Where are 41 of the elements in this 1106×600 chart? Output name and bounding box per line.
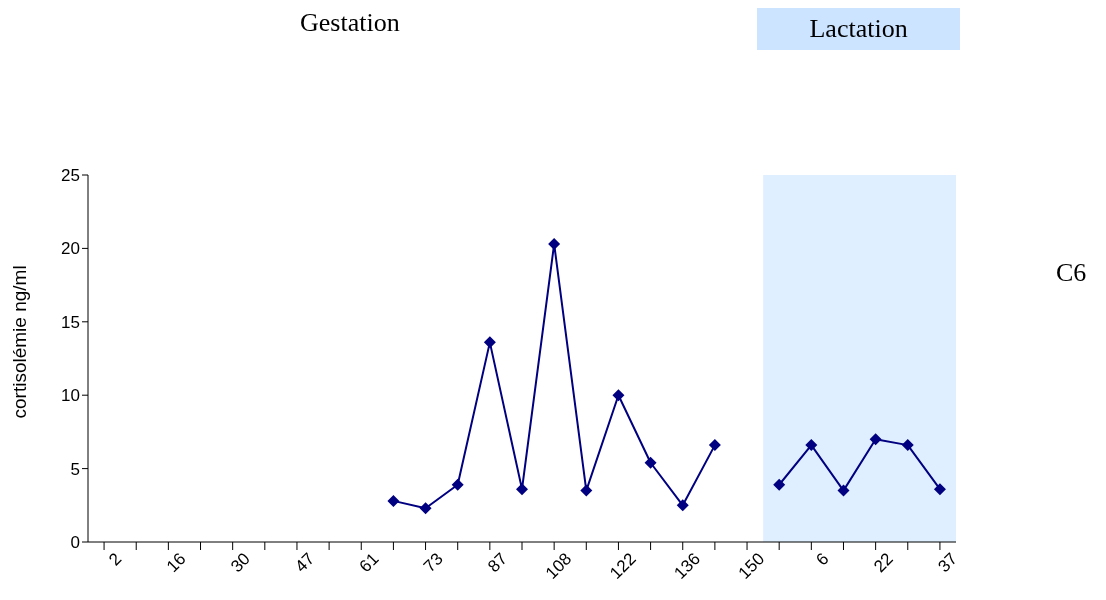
x-tick-label: 47	[291, 549, 319, 577]
y-tick-label: 5	[70, 459, 80, 479]
y-tick-label: 20	[61, 239, 80, 259]
x-tick-label: 150	[734, 549, 769, 583]
point	[676, 499, 689, 512]
point	[451, 478, 464, 491]
x-tick-label: 61	[355, 549, 383, 577]
x-tick-label: 30	[227, 549, 254, 577]
text: Gestation	[300, 8, 400, 38]
x-tick-label: 73	[419, 549, 447, 577]
x-tick-label: 22	[870, 549, 897, 577]
point	[708, 439, 721, 452]
y-tick-label: 25	[61, 166, 80, 186]
point	[773, 478, 786, 491]
text: C6	[1056, 258, 1087, 288]
point	[419, 502, 432, 515]
x-tick-label: 108	[541, 549, 576, 583]
point	[483, 336, 496, 349]
y-tick-label: 0	[70, 533, 80, 553]
point	[805, 439, 818, 452]
point	[387, 494, 400, 507]
text: Lactation	[757, 8, 960, 50]
x-tick-label: 87	[484, 549, 512, 577]
point	[644, 456, 657, 469]
point	[869, 433, 882, 446]
x-tick-label: 16	[162, 549, 190, 577]
point	[612, 389, 625, 402]
point	[837, 484, 850, 497]
y-tick-label: 10	[61, 386, 80, 406]
x-tick-label: 6	[812, 549, 833, 570]
y-axis-title: cortisolémie ng/ml	[8, 265, 30, 419]
x-tick-label: 2	[105, 549, 126, 570]
point	[933, 483, 946, 496]
x-tick-label: 37	[934, 549, 962, 577]
x-tick-label: 136	[670, 549, 704, 583]
point	[548, 238, 561, 250]
point	[516, 483, 528, 496]
x-tick-label: 122	[606, 549, 640, 583]
y-tick-label: 15	[61, 312, 80, 332]
point	[901, 439, 914, 452]
point	[580, 484, 593, 497]
